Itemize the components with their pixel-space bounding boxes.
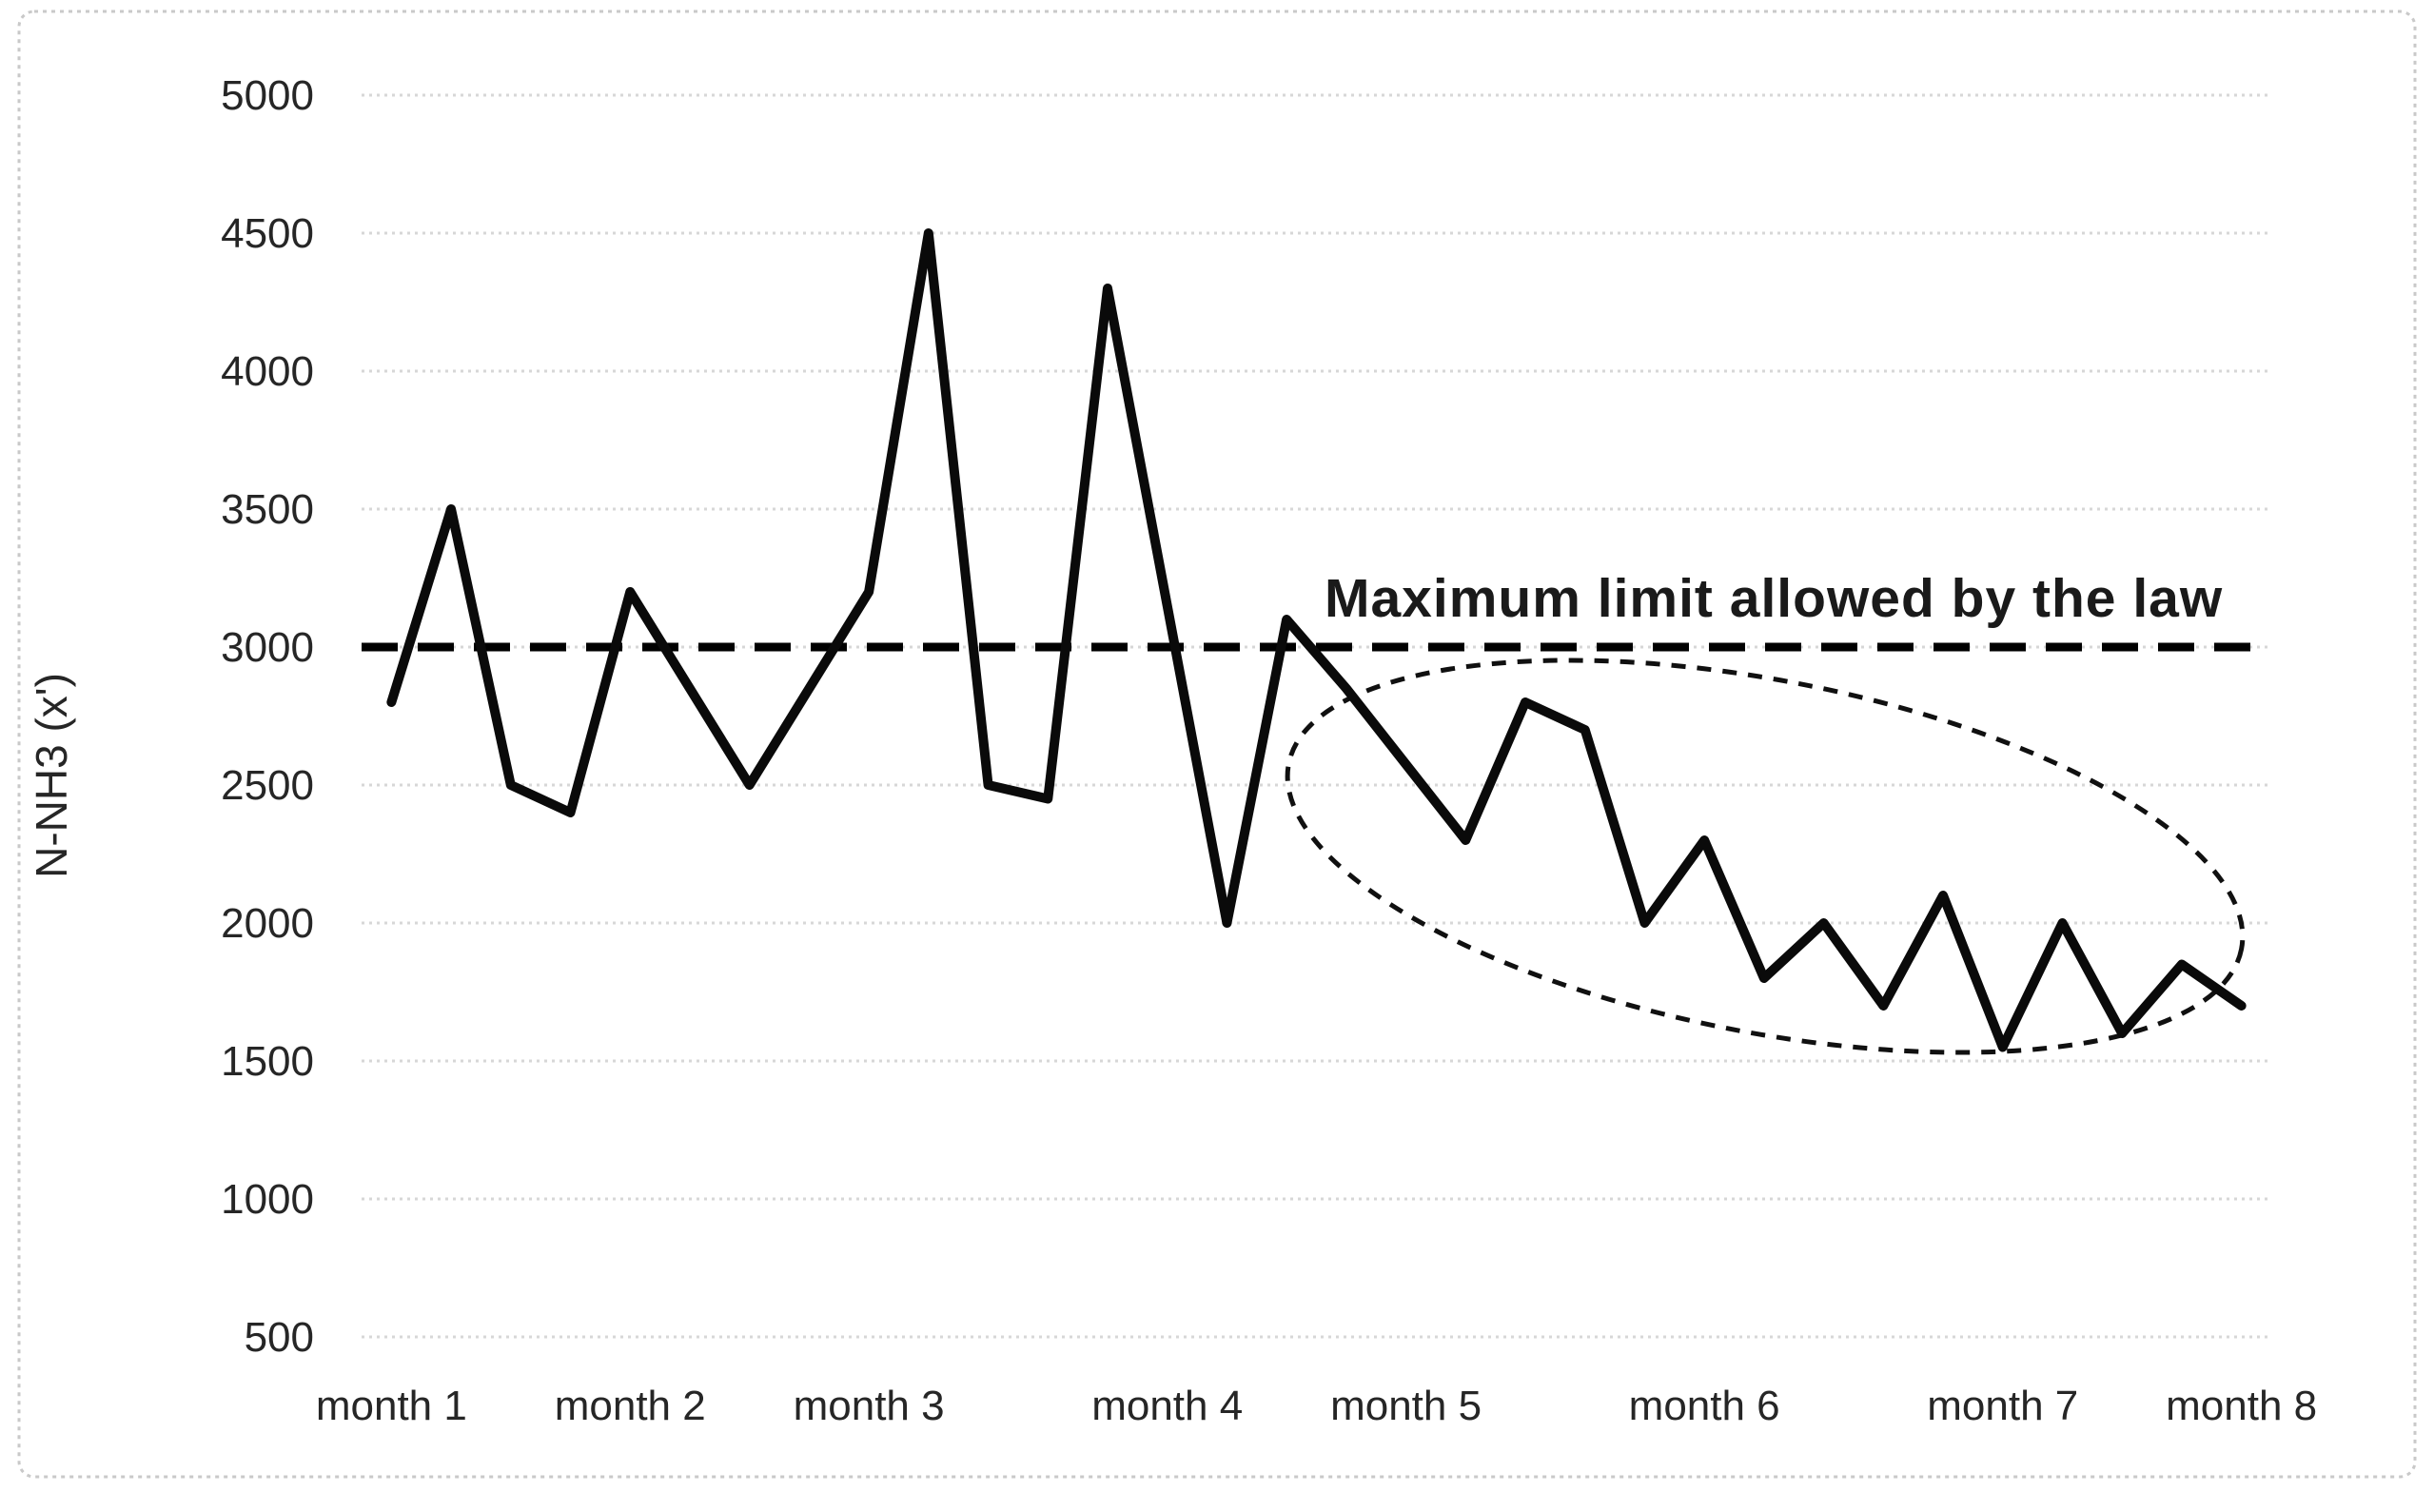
x-axis-label: month 1 xyxy=(316,1383,467,1429)
data-line-series xyxy=(386,228,2247,1052)
y-tick-label: 4000 xyxy=(221,348,314,395)
x-axis-label: month 8 xyxy=(2166,1383,2317,1429)
y-tick-label: 5000 xyxy=(221,72,314,119)
x-axis-label: month 7 xyxy=(1927,1383,2078,1429)
y-tick-label: 2500 xyxy=(221,762,314,809)
limit-annotation-label: Maximum limit allowed by the law xyxy=(1325,568,2223,629)
x-axis-label: month 2 xyxy=(555,1383,706,1429)
y-tick-label: 3000 xyxy=(221,624,314,671)
x-axis-label: month 6 xyxy=(1629,1383,1780,1429)
y-tick-label: 1000 xyxy=(221,1176,314,1223)
y-axis-tick-labels: 500 1000 1500 2000 2500 3000 3500 4000 4500 5000 xyxy=(221,72,314,1361)
chart-border xyxy=(17,10,2417,1479)
x-axis-label: month 4 xyxy=(1091,1383,1243,1429)
y-tick-label: 4500 xyxy=(221,210,314,257)
x-axis-label: month 5 xyxy=(1330,1383,1482,1429)
x-axis-label: month 3 xyxy=(794,1383,945,1429)
highlight-ellipse xyxy=(1285,658,2246,1055)
y-tick-label: 3500 xyxy=(221,486,314,533)
y-tick-label: 500 xyxy=(245,1314,314,1361)
y-tick-label: 1500 xyxy=(221,1038,314,1085)
y-axis-title: N-NH3 (x') xyxy=(27,673,76,878)
y-tick-label: 2000 xyxy=(221,900,314,947)
x-axis-tick-labels: month 1 month 2 month 3 month 4 month 5 month… xyxy=(316,1383,2317,1429)
